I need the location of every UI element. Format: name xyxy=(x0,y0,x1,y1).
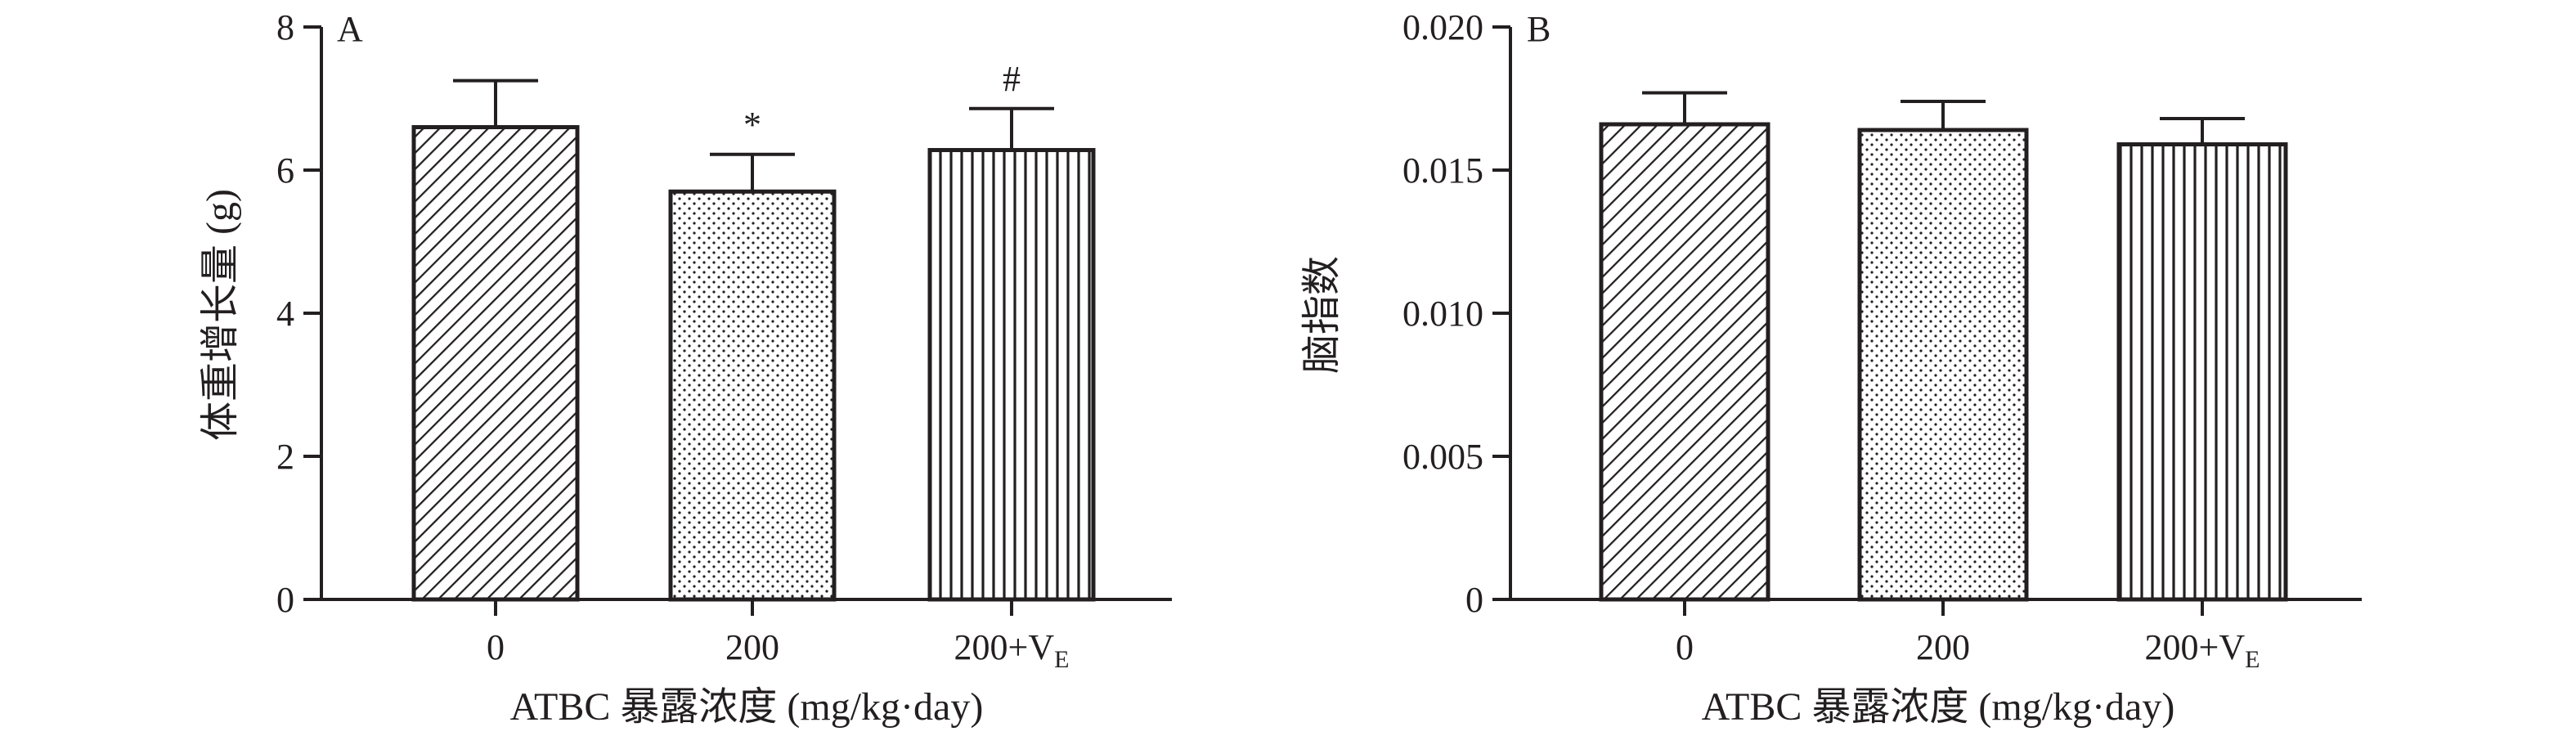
significance-marker: * xyxy=(743,105,761,145)
y-tick-label: 8 xyxy=(276,7,294,47)
x-tick-label: 200+VE xyxy=(2145,627,2260,673)
y-tick-label: 4 xyxy=(276,294,294,334)
panel-label: A xyxy=(337,9,363,49)
bar xyxy=(927,148,1096,602)
y-tick-label: 2 xyxy=(276,437,294,477)
plot-area: 0 0.005 0.010 0.015 0.020 0 200 200+VE xyxy=(1402,7,2362,673)
panel-label: B xyxy=(1527,9,1551,49)
bar xyxy=(1857,128,2029,602)
x-axis-title: ATBC 暴露浓度 (mg/kg·day) xyxy=(510,685,984,729)
x-tick-label: 0 xyxy=(487,627,505,667)
panel-a: A 体重增长量 (g) ATBC 暴露浓度 (mg/kg·day) 024680… xyxy=(199,7,1172,729)
panel-b: B 脑指数 ATBC 暴露浓度 (mg/kg·day) 00.0050.0100… xyxy=(1300,7,2362,729)
bar xyxy=(2116,142,2288,602)
x-axis-title: ATBC 暴露浓度 (mg/kg·day) xyxy=(1702,685,2175,729)
plot-area: 0 2 4 6 8 0 * 200 #200+VE xyxy=(276,7,1172,673)
y-tick-label: 6 xyxy=(276,150,294,191)
bar xyxy=(668,189,837,602)
x-tick-label: 200 xyxy=(725,627,779,667)
y-tick-label: 0.005 xyxy=(1402,437,1483,477)
y-axis-title: 体重增长量 (g) xyxy=(199,189,242,441)
y-tick-label: 0 xyxy=(276,580,294,620)
y-tick-label: 0.010 xyxy=(1402,294,1483,334)
significance-marker: # xyxy=(1003,59,1021,99)
x-tick-label: 200+VE xyxy=(954,627,1070,673)
y-tick-label: 0 xyxy=(1465,580,1483,620)
bar xyxy=(1599,122,1770,602)
x-tick-label: 0 xyxy=(1676,627,1694,667)
x-tick-label: 200 xyxy=(1916,627,1970,667)
bar xyxy=(411,125,580,602)
y-tick-label: 0.020 xyxy=(1402,7,1483,47)
y-tick-label: 0.015 xyxy=(1402,150,1483,191)
y-axis-title: 脑指数 xyxy=(1300,256,1344,374)
